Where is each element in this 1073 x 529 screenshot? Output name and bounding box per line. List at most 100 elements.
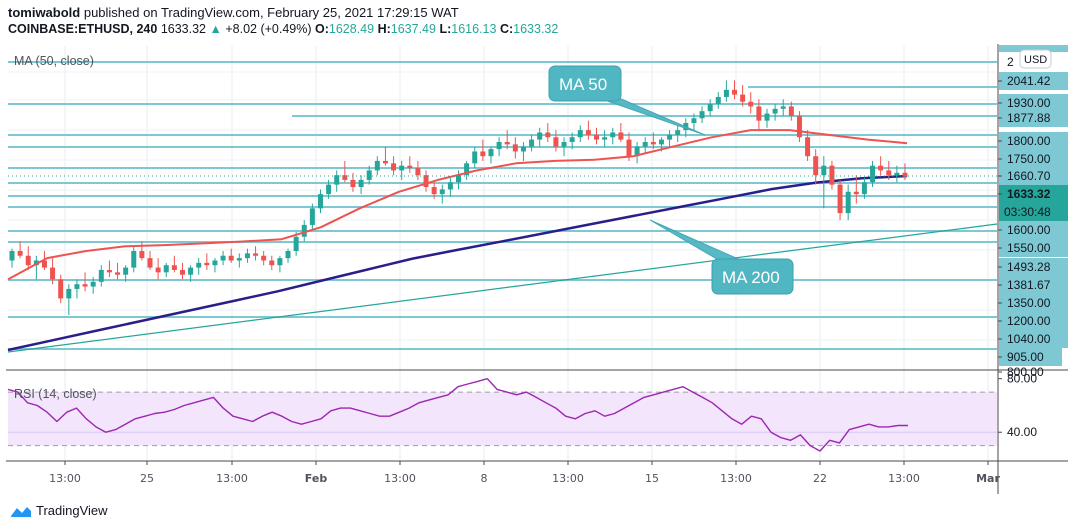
candle-body — [886, 170, 892, 176]
candle-body — [447, 182, 453, 190]
candle-body — [577, 130, 583, 138]
price-label-bg — [999, 348, 1062, 366]
candle-body — [236, 258, 242, 261]
candle-body — [155, 267, 161, 273]
candle-body — [139, 251, 145, 259]
price-label-bg — [999, 294, 1068, 312]
close-value: 1633.32 — [513, 22, 559, 36]
low-value: 1616.13 — [451, 22, 497, 36]
currency-label: USD — [1024, 54, 1047, 66]
rsi-tick-label: 80.00 — [1007, 372, 1037, 386]
time-tick-label: 22 — [813, 472, 827, 485]
candle-body — [488, 149, 494, 157]
candle-body — [553, 137, 559, 147]
ma200-callout[interactable]: MA 200 — [649, 219, 794, 295]
candle-body — [269, 260, 275, 266]
candle-body — [9, 251, 15, 261]
candle-body — [707, 104, 713, 112]
symbol-name[interactable]: COINBASE:ETHUSD, 240 — [8, 22, 158, 36]
candle-body — [220, 255, 226, 261]
published-text: published on TradingView.com, February 2… — [83, 5, 459, 20]
candle-body — [25, 255, 31, 266]
low-label: L: — [439, 22, 452, 36]
candle-body — [504, 141, 510, 145]
candle-body — [813, 156, 819, 176]
candle-body — [772, 108, 778, 114]
ma-legend[interactable]: MA (50, close) — [14, 54, 94, 68]
candle-body — [585, 130, 591, 135]
candle-body — [374, 160, 380, 171]
candles — [9, 80, 908, 315]
price-label-bg — [999, 221, 1068, 239]
candle-body — [780, 106, 786, 109]
price-label-bg — [999, 258, 1068, 276]
ma200-path — [7, 174, 908, 352]
candle-body — [309, 208, 315, 225]
price-tick-label: 2 — [1007, 55, 1014, 69]
candle-body — [98, 269, 104, 282]
candle-body — [658, 139, 664, 145]
currency-button[interactable]: USD — [1019, 49, 1052, 69]
candle-body — [602, 137, 608, 140]
candle-body — [667, 134, 673, 140]
open-label: O: — [315, 22, 329, 36]
candle-body — [285, 251, 291, 259]
countdown-bg — [999, 203, 1068, 221]
candle-body — [163, 265, 169, 273]
candle-body — [634, 146, 640, 157]
high-label: H: — [377, 22, 391, 36]
time-tick-label: 13:00 — [888, 472, 920, 485]
candle-body — [853, 191, 859, 195]
candle-body — [399, 165, 405, 171]
candle-body — [115, 272, 121, 275]
time-tick-label: Mar — [976, 472, 1000, 485]
trendline[interactable] — [7, 223, 998, 353]
candle-body — [626, 139, 632, 157]
rsi-axis[interactable]: 80.00 40.00 — [998, 372, 1037, 440]
candle-body — [212, 260, 218, 266]
last-price: 1633.32 — [160, 22, 207, 36]
footer-brand[interactable]: TradingView — [10, 503, 108, 518]
candle-body — [529, 139, 535, 147]
candle-body — [58, 279, 64, 299]
ma50-callout[interactable]: MA 50 — [548, 65, 706, 136]
candle-body — [41, 260, 47, 268]
rsi-pane[interactable] — [7, 378, 997, 452]
ma200-callout-label: MA 200 — [722, 268, 780, 287]
candle-body — [171, 265, 177, 270]
brand-name: TradingView — [36, 503, 108, 518]
candle-body — [253, 253, 259, 256]
price-label-bg — [999, 109, 1068, 127]
candle-body — [569, 137, 575, 142]
candle-body — [748, 101, 754, 107]
price-tick-label: 1350.00 — [1007, 296, 1051, 310]
tradingview-logo-icon — [11, 506, 31, 517]
candle-body — [334, 175, 340, 185]
price-label-bg — [999, 150, 1068, 168]
price-tick-label: 905.00 — [1007, 350, 1044, 364]
candle-body — [715, 96, 721, 105]
candle-body — [764, 113, 770, 121]
candle-body — [870, 165, 876, 183]
time-tick-label: Feb — [305, 472, 328, 485]
time-tick-label: 8 — [481, 472, 488, 485]
candle-body — [147, 258, 153, 268]
rsi-legend[interactable]: RSI (14, close) — [14, 387, 97, 401]
trendline-segment[interactable] — [7, 223, 998, 353]
countdown-label: 03:30:48 — [1004, 205, 1051, 219]
candle-body — [82, 284, 88, 287]
candle-body — [74, 284, 80, 289]
price-label-bg — [999, 94, 1068, 112]
candle-body — [326, 184, 332, 195]
price-tick-label: 1600.00 — [1007, 223, 1051, 237]
candle-body — [756, 106, 762, 121]
author-name[interactable]: tomiwabold — [8, 5, 81, 20]
candle-body — [788, 106, 794, 116]
candle-body — [650, 141, 656, 145]
time-tick-label: 13:00 — [720, 472, 752, 485]
time-axis[interactable]: 13:00 25 13:00 Feb 13:00 8 13:00 15 13:00 22 13:00… — [49, 461, 1000, 485]
candle-body — [301, 224, 307, 237]
candle-body — [845, 191, 851, 214]
